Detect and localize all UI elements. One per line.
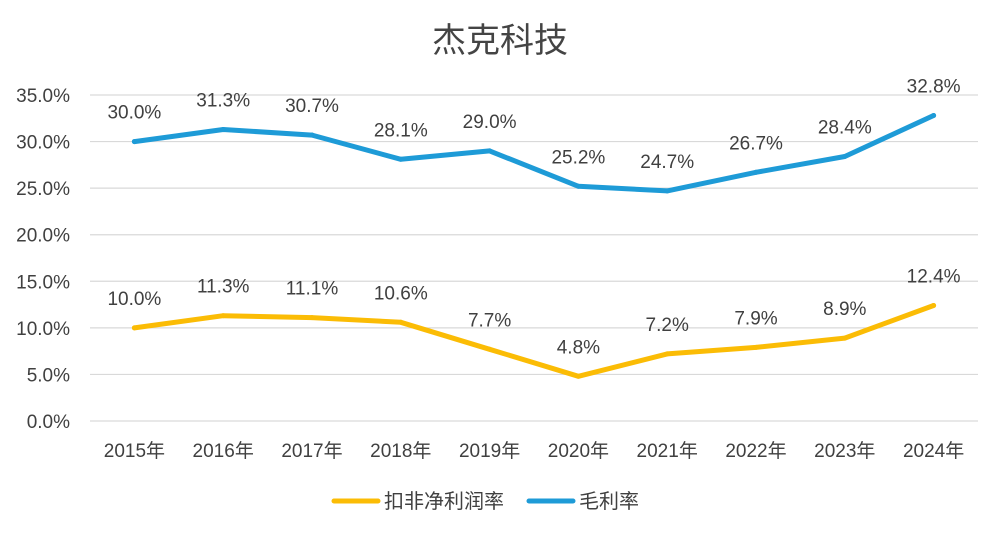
series-line-gross-margin [131, 113, 937, 194]
series-lines [131, 112, 937, 379]
data-point [753, 169, 759, 175]
x-tick-label: 2023年 [814, 440, 875, 462]
x-tick-label: 2018年 [370, 440, 431, 462]
data-point [931, 303, 937, 309]
data-point [487, 346, 493, 352]
y-tick-label: 20.0% [16, 226, 70, 247]
data-labels: 30.0% 31.3% 30.7% 28.1% 29.0% 25.2% 24.7% 26.7%… [107, 76, 960, 358]
data-label: 31.3% [196, 90, 250, 111]
data-label: 29.0% [463, 112, 517, 133]
data-point [575, 183, 581, 189]
data-point [220, 126, 226, 132]
y-tick-label: 35.0% [16, 86, 70, 107]
data-label: 26.7% [729, 133, 783, 154]
legend: 扣非净利润率 毛利率 [331, 490, 639, 513]
data-label: 12.4% [907, 267, 961, 288]
y-tick-label: 25.0% [16, 179, 70, 200]
x-tick-label: 2016年 [193, 440, 254, 462]
data-point [487, 148, 493, 154]
data-label: 25.2% [551, 147, 605, 168]
data-point [842, 153, 848, 159]
data-point [753, 344, 759, 350]
data-point [931, 112, 937, 118]
data-label: 10.6% [374, 283, 428, 304]
data-label: 7.7% [468, 310, 511, 331]
y-tick-label: 30.0% [16, 133, 70, 154]
y-tick-label: 0.0% [27, 412, 70, 433]
x-tick-label: 2020年 [548, 440, 609, 462]
data-label: 7.9% [734, 308, 777, 329]
x-tick-label: 2024年 [903, 440, 964, 462]
data-point [664, 351, 670, 357]
data-label: 7.2% [646, 315, 689, 336]
x-axis: 2015年 2016年 2017年 2018年 2019年 2020年 2021年 2022年… [104, 440, 964, 462]
data-label: 28.4% [818, 117, 872, 138]
data-label: 8.9% [823, 299, 866, 320]
x-tick-label: 2015年 [104, 440, 165, 462]
y-tick-label: 15.0% [16, 272, 70, 293]
data-point [131, 139, 137, 145]
legend-label: 扣非净利润率 [384, 490, 504, 513]
x-tick-label: 2022年 [725, 440, 786, 462]
data-point [398, 156, 404, 162]
x-tick-label: 2017年 [281, 440, 342, 462]
data-point [664, 188, 670, 194]
data-label: 30.7% [285, 96, 339, 117]
data-label: 32.8% [907, 76, 961, 97]
data-label: 4.8% [557, 337, 600, 358]
data-point [575, 373, 581, 379]
data-point [842, 335, 848, 341]
x-tick-label: 2021年 [637, 440, 698, 462]
x-tick-label: 2019年 [459, 440, 520, 462]
data-label: 11.3% [197, 277, 250, 298]
y-axis: 0.0% 5.0% 10.0% 15.0% 20.0% 25.0% 30.0% 35.0% [16, 86, 70, 433]
data-label: 11.1% [286, 279, 339, 300]
data-label: 24.7% [640, 152, 694, 173]
gridlines [90, 94, 978, 422]
y-tick-label: 10.0% [16, 319, 70, 340]
data-label: 28.1% [374, 120, 428, 141]
data-label: 10.0% [107, 289, 161, 310]
data-point [131, 325, 137, 331]
legend-label: 毛利率 [579, 490, 639, 513]
chart-title: 杰克科技 [432, 22, 568, 60]
data-point [309, 315, 315, 321]
data-label: 30.0% [107, 103, 161, 124]
y-tick-label: 5.0% [27, 365, 70, 386]
data-point [309, 132, 315, 138]
data-point [220, 313, 226, 319]
series-line-net-margin [131, 303, 937, 379]
data-point [398, 319, 404, 325]
